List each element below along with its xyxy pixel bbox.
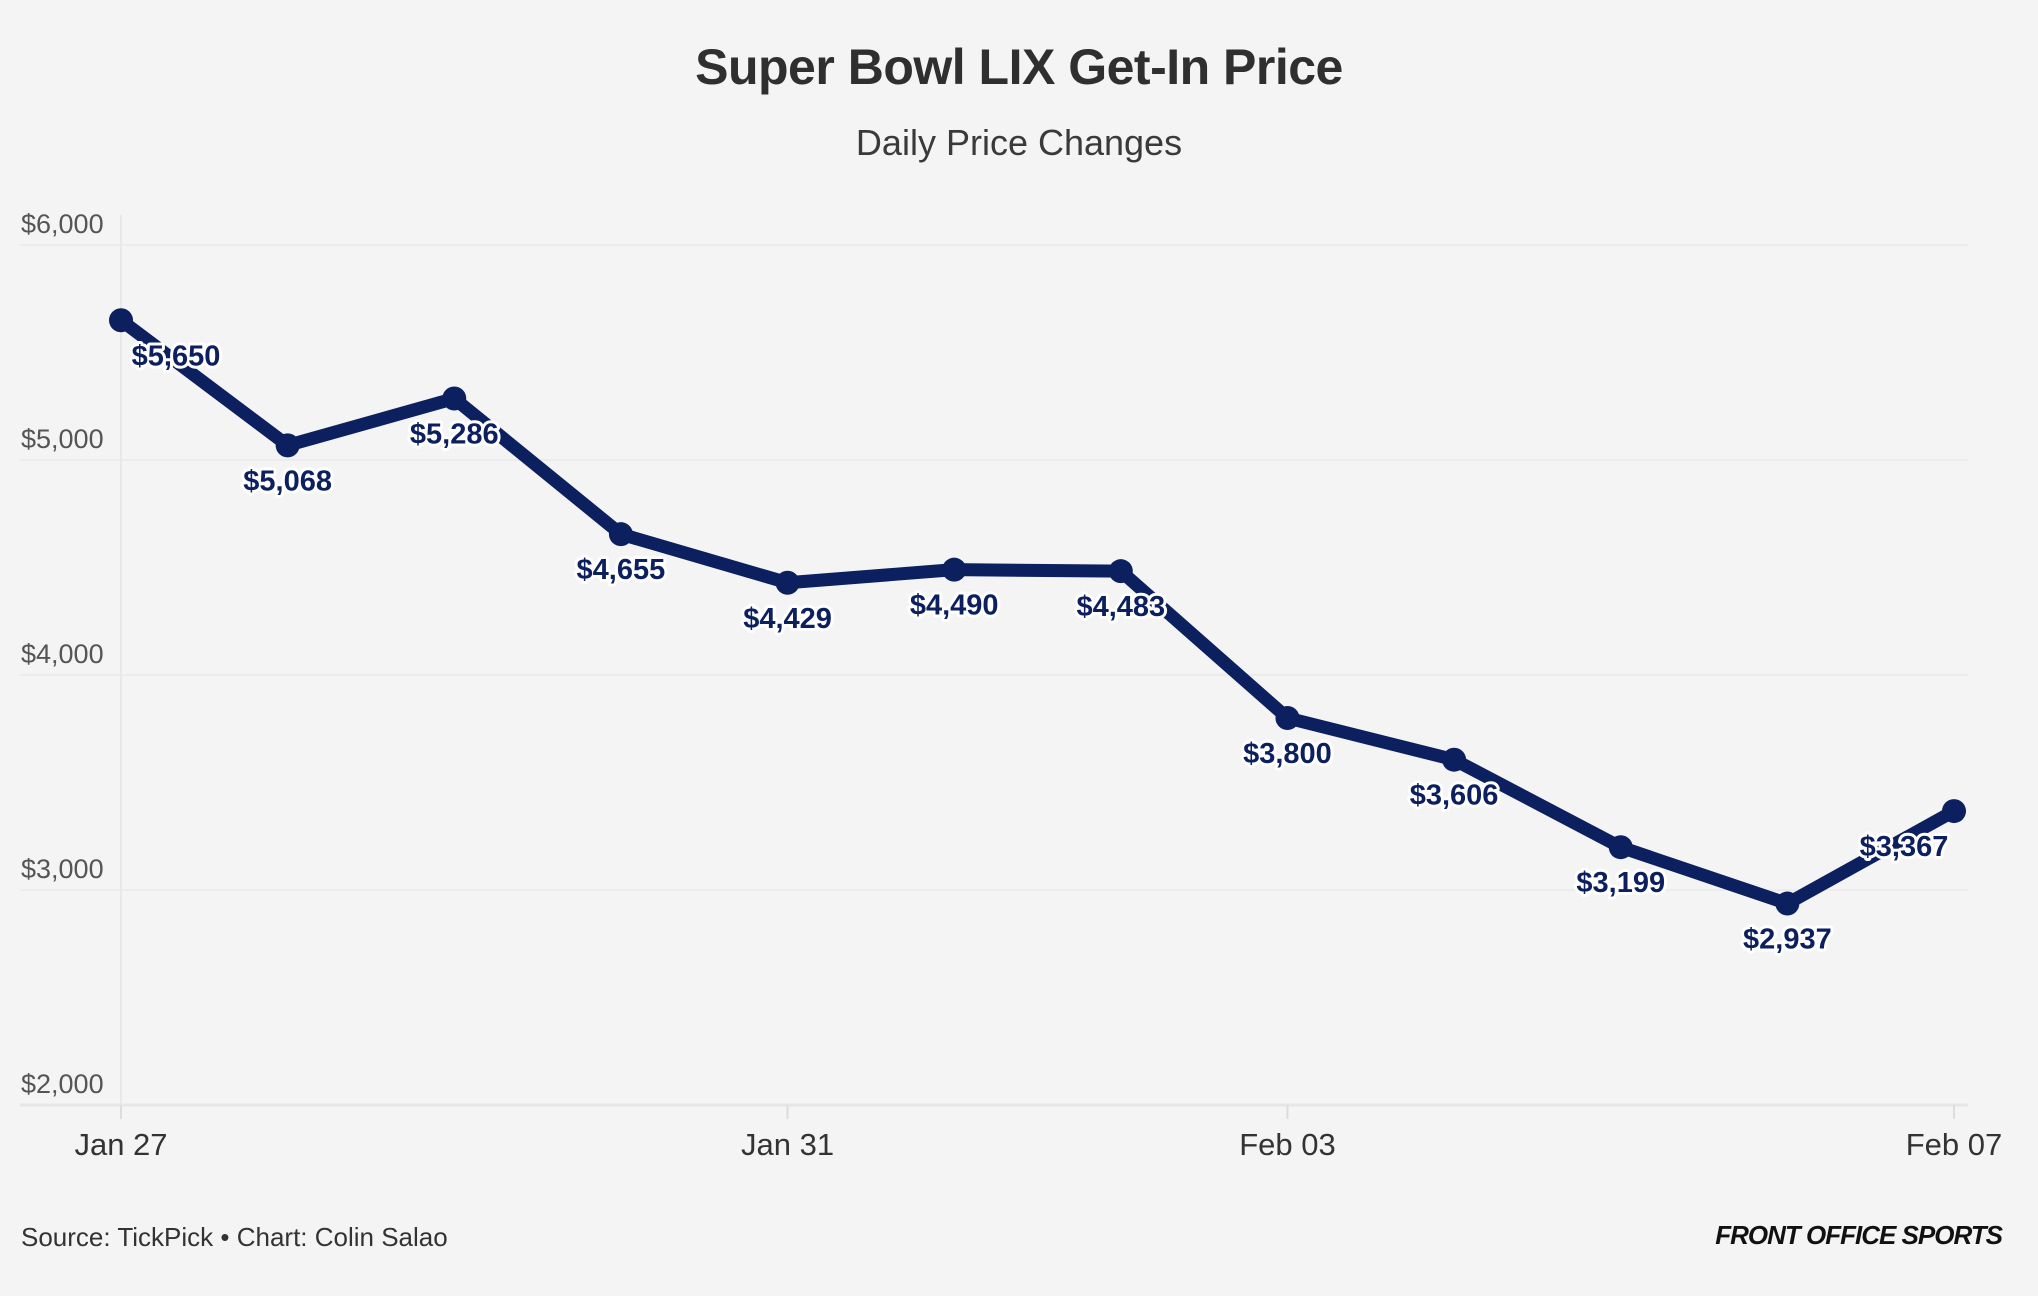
data-label: $5,650 [132,340,221,372]
data-point [1775,891,1800,916]
price-line [114,313,1961,911]
data-point [1442,747,1467,772]
data-label: $4,655 [577,554,666,586]
data-label: $4,483 [1076,591,1165,623]
source-credit: Source: TickPick • Chart: Colin Salao [21,1222,448,1252]
brand-logo: FRONT OFFICE SPORTS [1715,1220,2003,1250]
data-label: $3,199 [1576,867,1665,899]
chart-title: Super Bowl LIX Get-In Price [695,39,1343,95]
y-tick-label: $3,000 [21,854,104,884]
data-label: $5,068 [243,465,332,497]
y-tick-label: $4,000 [21,639,104,669]
data-label: $2,937 [1743,924,1832,956]
x-tick-label: Jan 27 [74,1127,167,1162]
y-tick-label: $2,000 [21,1069,104,1099]
data-point [608,522,633,547]
data-label: $4,490 [910,590,999,622]
data-label: $5,286 [410,419,499,451]
x-tick-label: Feb 03 [1239,1127,1336,1162]
data-point [442,386,467,411]
data-label: $3,606 [1410,780,1499,812]
data-label: $3,367 [1860,831,1949,863]
data-point [275,433,300,458]
data-point [109,308,133,333]
chart-subtitle: Daily Price Changes [855,122,1183,163]
data-point [942,557,967,582]
data-label: $4,429 [743,603,832,635]
data-point [775,570,800,595]
x-tick-label: Feb 07 [1906,1127,2003,1162]
data-point [1108,559,1133,584]
data-label: $3,800 [1243,738,1332,770]
y-tick-label: $6,000 [21,209,104,239]
data-point [1942,799,1966,824]
x-tick-label: Jan 31 [741,1127,834,1162]
data-point [1608,835,1633,860]
data-point [1275,706,1300,730]
y-tick-label: $5,000 [21,424,104,454]
